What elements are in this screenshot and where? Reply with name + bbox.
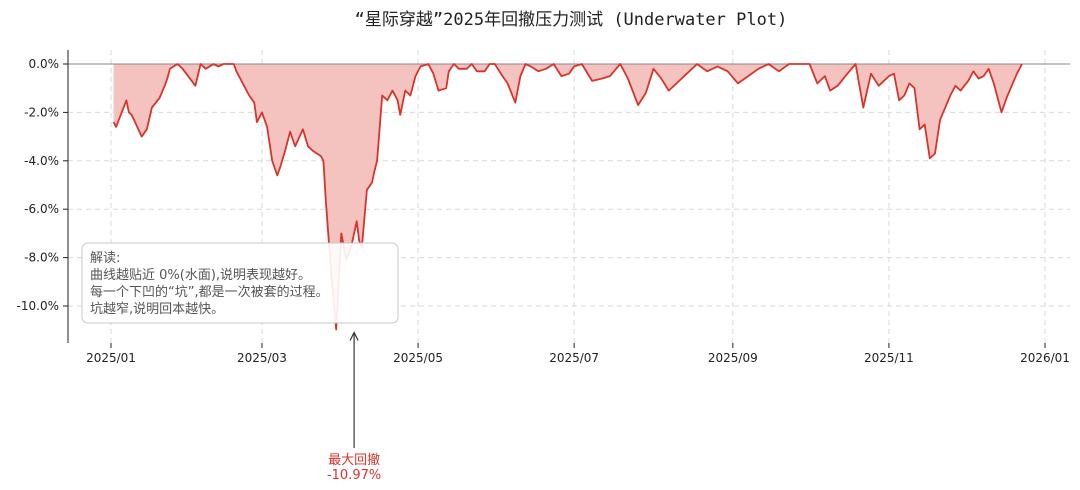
max-drawdown-value: -10.97% [327, 468, 381, 483]
note-line-2: 曲线越贴近 0%(水面),说明表现越好。 [90, 268, 311, 283]
x-tick-label: 2025/03 [237, 351, 287, 365]
y-tick-label: -10.0% [17, 299, 59, 313]
x-axis-ticks: 2025/01 2025/03 2025/05 2025/07 2025/09 2025/… [86, 343, 1070, 365]
y-tick-label: -4.0% [24, 154, 59, 168]
note-line-3: 每一个下凹的“坑”,都是一次被套的过程。 [90, 284, 329, 300]
y-axis-ticks: 0.0% -2.0% -4.0% -6.0% -8.0% -10.0% [17, 57, 68, 313]
max-drawdown-label: 最大回撤 [328, 452, 380, 468]
max-drawdown-annotation: 最大回撤 -10.97% [327, 331, 381, 483]
chart-title: “星际穿越”2025年回撤压力测试 (Underwater Plot) [355, 10, 788, 30]
note-box [81, 242, 399, 324]
x-tick-label: 2026/01 [1020, 351, 1070, 365]
x-tick-label: 2025/05 [393, 351, 443, 365]
x-tick-label: 2025/11 [864, 351, 914, 365]
y-tick-label: -6.0% [24, 202, 59, 216]
note-line-1: 解读: [90, 251, 120, 266]
y-tick-label: -8.0% [24, 251, 59, 265]
drawdown-area [113, 64, 1023, 330]
x-tick-label: 2025/07 [549, 351, 599, 365]
note-line-4: 坑越窄,说明回本越快。 [90, 301, 224, 317]
drawdown-line [112, 63, 1023, 331]
x-tick-label: 2025/09 [708, 351, 758, 365]
x-tick-label: 2025/01 [86, 351, 136, 365]
y-tick-label: -2.0% [24, 105, 59, 119]
interpretation-note: 解读: 曲线越贴近 0%(水面),说明表现越好。 每一个下凹的“坑”,都是一次被… [81, 242, 399, 324]
max-drawdown-arrowhead [349, 331, 359, 341]
y-tick-label: 0.0% [29, 57, 60, 71]
